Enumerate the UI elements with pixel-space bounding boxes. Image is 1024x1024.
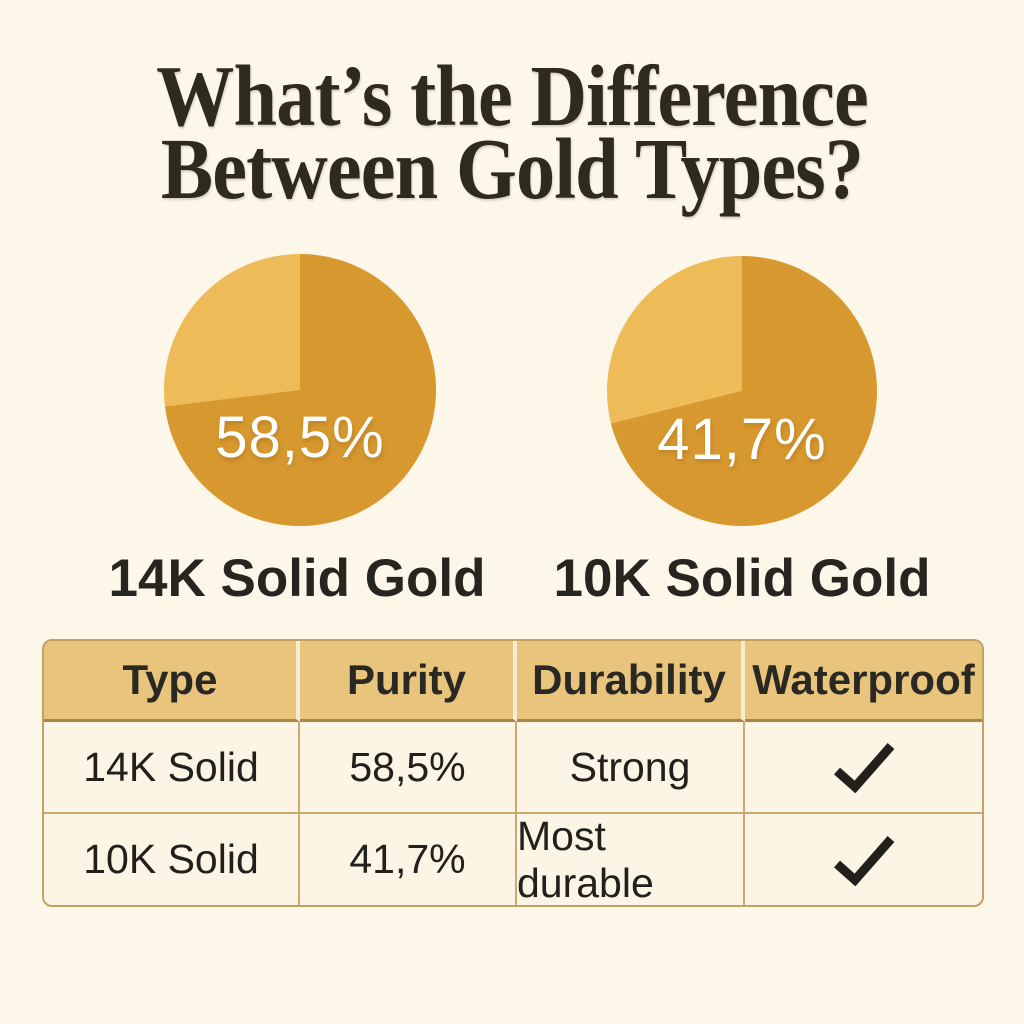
column-header-purity: Purity bbox=[300, 641, 517, 722]
table-cell-durability-14k: Strong bbox=[517, 722, 745, 814]
table-cell-type-14k: 14K Solid bbox=[44, 722, 300, 814]
page-title-line-1: What’s the Difference bbox=[156, 47, 869, 144]
comparison-table: Type Purity Durability Waterproof 14K So… bbox=[42, 639, 984, 907]
column-header-durability: Durability bbox=[517, 641, 745, 722]
table-cell-durability-10k: Most durable bbox=[517, 813, 745, 905]
pie-chart-14k: 58,5% bbox=[164, 254, 436, 526]
pie-chart-10k: 41,7% bbox=[607, 256, 877, 526]
table-cell-type-10k: 10K Solid bbox=[44, 814, 300, 905]
table-cell-purity-14k: 58,5% bbox=[300, 722, 517, 814]
pie-caption-10k: 10K Solid Gold bbox=[553, 549, 931, 608]
pie-caption-14k: 14K Solid Gold bbox=[108, 549, 486, 608]
check-icon bbox=[833, 743, 894, 793]
table-cell-waterproof-10k bbox=[745, 814, 982, 905]
pie-value-label-14k: 58,5% bbox=[215, 405, 385, 470]
page-title: What’s the Difference Between Gold Types… bbox=[51, 47, 973, 217]
check-icon bbox=[833, 835, 894, 886]
table-cell-waterproof-14k bbox=[745, 722, 982, 814]
page-title-line-2: Between Gold Types? bbox=[160, 120, 864, 217]
pie-value-label-10k: 41,7% bbox=[657, 407, 827, 472]
column-header-waterproof: Waterproof bbox=[745, 641, 982, 722]
table-cell-purity-10k: 41,7% bbox=[300, 814, 517, 905]
column-header-type: Type bbox=[44, 641, 300, 722]
